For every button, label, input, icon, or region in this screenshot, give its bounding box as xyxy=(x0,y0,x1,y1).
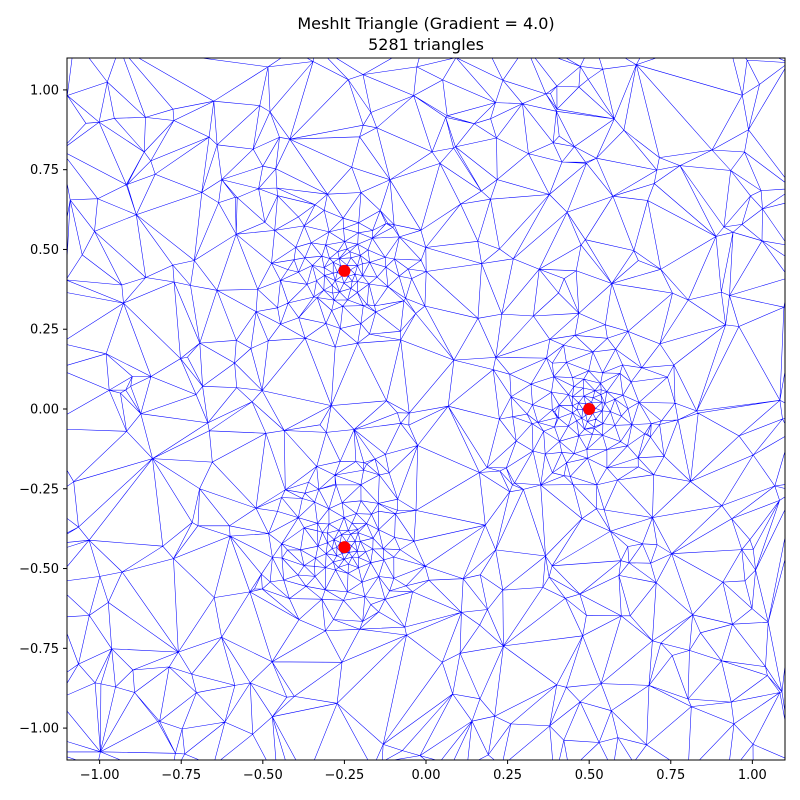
data-point-1 xyxy=(338,264,351,277)
x-tick-label: −0.50 xyxy=(243,768,283,783)
y-tick-label: 0.00 xyxy=(30,403,59,418)
y-tick-label: 0.50 xyxy=(30,243,59,258)
y-tick-label: 0.25 xyxy=(30,323,59,338)
chart-title: MeshIt Triangle (Gradient = 4.0) xyxy=(297,14,554,33)
x-tick-label: 0.75 xyxy=(656,768,685,783)
highlight-points xyxy=(338,264,596,554)
mesh-edges xyxy=(67,58,785,760)
x-tick-label: 0.25 xyxy=(493,768,522,783)
triangle-mesh xyxy=(67,58,785,760)
x-tick-label: −1.00 xyxy=(80,768,120,783)
y-axis-ticks: 1.00 0.75 0.50 0.25 0.00 −0.25 −0.50 −0.75 −1.00 xyxy=(19,83,67,737)
data-point-3 xyxy=(338,541,351,554)
x-tick-label: 0.00 xyxy=(412,768,441,783)
y-tick-label: −0.25 xyxy=(19,482,59,497)
y-tick-label: −0.50 xyxy=(19,562,59,577)
data-point-2 xyxy=(583,403,596,415)
plot-frame xyxy=(66,57,786,761)
x-tick-label: 1.00 xyxy=(738,768,767,783)
x-tick-label: −0.25 xyxy=(324,768,364,783)
x-tick-label: −0.75 xyxy=(161,768,201,783)
x-axis-ticks: −1.00 −0.75 −0.50 −0.25 0.00 0.25 0.50 0.75 1.00 xyxy=(80,760,767,783)
y-tick-label: −0.75 xyxy=(19,642,59,657)
y-tick-label: 0.75 xyxy=(30,163,59,178)
y-tick-label: 1.00 xyxy=(30,83,59,98)
axes xyxy=(66,57,786,761)
x-tick-label: 0.50 xyxy=(575,768,604,783)
chart-subtitle: 5281 triangles xyxy=(368,35,484,54)
y-tick-label: −1.00 xyxy=(19,722,59,737)
